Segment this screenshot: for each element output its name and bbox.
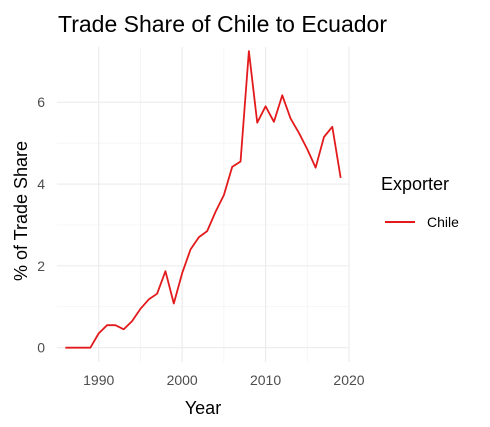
x-axis-ticks: 1990 2000 2010 2020 (83, 372, 365, 388)
y-tick-label: 6 (37, 94, 45, 110)
x-tick-label: 2020 (333, 372, 364, 388)
x-axis-title: Year (185, 398, 221, 418)
series-layer (65, 50, 342, 349)
chart-title: Trade Share of Chile to Ecuador (58, 11, 387, 37)
y-tick-label: 2 (37, 258, 45, 274)
x-tick-label: 1990 (83, 372, 114, 388)
y-axis-ticks: 0 2 4 6 (37, 94, 45, 355)
legend-label-chile: Chile (427, 214, 459, 230)
legend-title: Exporter (381, 174, 449, 194)
series-line-chile (65, 50, 342, 349)
x-tick-label: 2010 (250, 372, 281, 388)
y-tick-label: 0 (37, 340, 45, 356)
legend: Exporter Chile (381, 174, 459, 230)
x-tick-label: 2000 (167, 372, 198, 388)
grid (57, 47, 350, 362)
y-tick-label: 4 (37, 176, 45, 192)
y-axis-title: % of Trade Share (11, 141, 31, 281)
